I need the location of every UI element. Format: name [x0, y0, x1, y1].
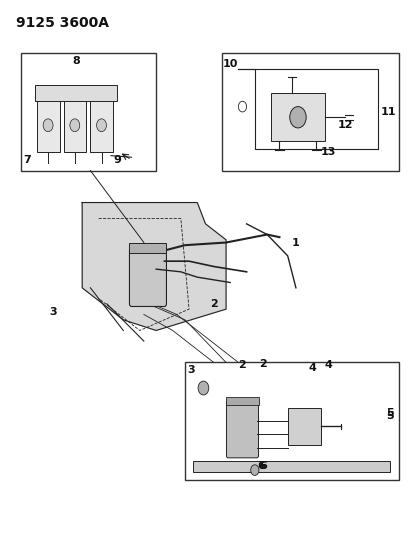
Text: 13: 13 [321, 147, 337, 157]
FancyBboxPatch shape [271, 93, 325, 141]
FancyBboxPatch shape [90, 99, 113, 152]
Circle shape [70, 119, 80, 132]
Text: 5: 5 [387, 411, 394, 421]
FancyBboxPatch shape [226, 400, 259, 458]
Text: 6: 6 [257, 462, 265, 471]
Circle shape [97, 119, 106, 132]
Text: 3: 3 [187, 366, 195, 375]
Text: 2: 2 [239, 360, 246, 370]
FancyBboxPatch shape [37, 99, 60, 152]
Text: 4: 4 [325, 360, 333, 370]
Text: 4: 4 [308, 363, 316, 373]
FancyBboxPatch shape [193, 461, 390, 472]
Circle shape [251, 465, 259, 475]
Text: 9: 9 [113, 155, 121, 165]
Text: 1: 1 [292, 238, 300, 247]
FancyBboxPatch shape [129, 243, 166, 253]
Text: 8: 8 [72, 56, 80, 66]
Polygon shape [82, 203, 226, 330]
Text: 6: 6 [259, 462, 267, 471]
Text: 2: 2 [259, 359, 267, 368]
FancyBboxPatch shape [226, 397, 259, 405]
FancyBboxPatch shape [185, 362, 399, 480]
FancyBboxPatch shape [35, 85, 117, 101]
FancyBboxPatch shape [288, 408, 321, 445]
Circle shape [290, 107, 306, 128]
FancyBboxPatch shape [64, 99, 86, 152]
Text: 3: 3 [50, 307, 57, 317]
FancyBboxPatch shape [129, 248, 166, 306]
Circle shape [198, 381, 209, 395]
Circle shape [43, 119, 53, 132]
FancyBboxPatch shape [21, 53, 156, 171]
FancyBboxPatch shape [222, 53, 399, 171]
Text: 7: 7 [23, 155, 30, 165]
Text: 12: 12 [337, 120, 353, 130]
Text: 2: 2 [210, 299, 217, 309]
Text: 9125 3600A: 9125 3600A [16, 16, 109, 30]
Text: 11: 11 [381, 107, 396, 117]
Circle shape [238, 101, 247, 112]
Text: 10: 10 [222, 59, 238, 69]
Text: 5: 5 [387, 408, 394, 418]
